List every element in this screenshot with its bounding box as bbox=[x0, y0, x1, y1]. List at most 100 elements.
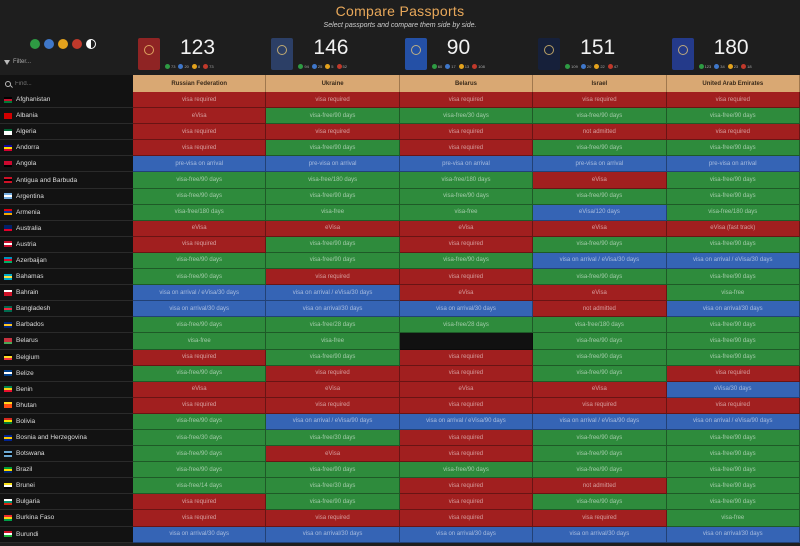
requirement-cell: visa required bbox=[133, 140, 267, 157]
stat-value: 108 bbox=[478, 64, 485, 69]
country-cell[interactable]: Burundi bbox=[0, 526, 133, 543]
flag-icon bbox=[4, 128, 12, 135]
table-row: Bahamas visa-free/90 days visa required vis… bbox=[0, 269, 800, 286]
requirement-cell: visa required bbox=[399, 397, 534, 414]
requirement-cell: visa-free/90 days bbox=[666, 317, 800, 334]
country-cell[interactable]: Angola bbox=[0, 156, 133, 173]
find-input[interactable] bbox=[15, 80, 115, 87]
requirement-cell: visa-free/90 days bbox=[533, 333, 667, 350]
country-name: Antigua and Barbuda bbox=[16, 176, 78, 184]
passport-score: 180 bbox=[713, 36, 749, 59]
country-cell[interactable]: Bolivia bbox=[0, 413, 133, 430]
table-row: Bangladesh visa on arrival/30 days visa on… bbox=[0, 301, 800, 318]
country-cell[interactable]: Algeria bbox=[0, 124, 133, 141]
flag-icon bbox=[4, 498, 12, 505]
stat-dot-icon bbox=[325, 64, 331, 69]
country-cell[interactable]: Bulgaria bbox=[0, 494, 133, 511]
filter-button[interactable]: Filter... bbox=[4, 59, 31, 65]
stat-dot-icon bbox=[472, 64, 478, 69]
blue-theme-dot[interactable] bbox=[44, 39, 54, 49]
orange-theme-dot[interactable] bbox=[58, 39, 68, 49]
stat-value: 5 bbox=[331, 64, 334, 69]
country-cell[interactable]: Benin bbox=[0, 381, 133, 398]
country-cell[interactable]: Bahrain bbox=[0, 285, 133, 302]
flag-icon bbox=[4, 450, 12, 457]
requirement-cell: pre-visa on arrival bbox=[533, 156, 667, 173]
contrast-toggle-icon[interactable] bbox=[86, 39, 96, 49]
country-cell[interactable]: Azerbaijan bbox=[0, 252, 133, 270]
country-cell[interactable]: Belgium bbox=[0, 349, 133, 366]
flag-icon bbox=[4, 96, 12, 103]
requirement-cell: visa-free bbox=[666, 510, 800, 527]
stat-value: 52 bbox=[342, 64, 347, 69]
country-name: Afghanistan bbox=[16, 96, 51, 104]
flag-icon bbox=[4, 514, 12, 521]
country-cell[interactable]: Andorra bbox=[0, 140, 133, 157]
passport-emblem-icon bbox=[410, 45, 421, 55]
requirement-cell: visa required bbox=[133, 510, 267, 527]
country-cell[interactable]: Brunei bbox=[0, 478, 133, 495]
country-cell[interactable]: Australia bbox=[0, 220, 133, 237]
country-cell[interactable]: Botswana bbox=[0, 446, 133, 463]
funnel-icon bbox=[4, 59, 10, 65]
requirement-cell: not admitted bbox=[533, 124, 667, 141]
stat-dot-icon bbox=[727, 64, 733, 69]
find-box bbox=[0, 75, 133, 92]
country-cell[interactable]: Afghanistan bbox=[0, 92, 133, 109]
passport-card[interactable]: 180 123 34 23 18 bbox=[667, 34, 800, 75]
table-row: Algeria visa required visa required visa re… bbox=[0, 124, 800, 141]
country-cell[interactable]: Belarus bbox=[0, 333, 133, 350]
requirement-cell: visa on arrival / eVisa/90 days bbox=[666, 413, 800, 430]
country-cell[interactable]: Argentina bbox=[0, 188, 133, 205]
requirement-cell: visa required bbox=[133, 397, 267, 414]
requirement-cell: visa-free bbox=[266, 204, 400, 221]
requirement-cell: visa required bbox=[266, 92, 400, 109]
passport-card[interactable]: 151 109 20 22 47 bbox=[533, 34, 666, 75]
column-header[interactable]: Ukraine bbox=[266, 75, 400, 92]
column-header[interactable]: Belarus bbox=[399, 75, 534, 92]
requirement-cell: visa-free/180 days bbox=[533, 317, 667, 334]
requirement-cell: visa-free/90 days bbox=[666, 462, 800, 479]
green-theme-dot[interactable] bbox=[30, 39, 40, 49]
passport-card[interactable]: 146 94 25 5 52 bbox=[266, 34, 399, 75]
requirement-cell: visa-free/90 days bbox=[666, 236, 800, 253]
country-cell[interactable]: Austria bbox=[0, 236, 133, 253]
requirement-cell: eVisa bbox=[133, 381, 267, 398]
stat-dot-icon bbox=[311, 64, 317, 69]
table-row: Armenia visa-free/180 days visa-free visa-f… bbox=[0, 204, 800, 221]
requirement-cell: visa-free/14 days bbox=[133, 478, 267, 495]
country-cell[interactable]: Bosnia and Herzegovina bbox=[0, 429, 133, 447]
red-theme-dot[interactable] bbox=[72, 39, 82, 49]
requirement-cell: visa-free/180 days bbox=[666, 204, 800, 221]
country-cell[interactable]: Brazil bbox=[0, 462, 133, 479]
passport-cover-icon bbox=[671, 38, 694, 70]
column-header[interactable]: Israel bbox=[533, 75, 667, 92]
country-cell[interactable]: Albania bbox=[0, 108, 133, 125]
table-row: Antigua and Barbuda visa-free/90 days visa… bbox=[0, 172, 800, 189]
column-header[interactable]: United Arab Emirates bbox=[666, 75, 800, 92]
country-cell[interactable]: Burkina Faso bbox=[0, 510, 133, 527]
country-cell[interactable]: Bhutan bbox=[0, 397, 133, 414]
requirement-cell: visa-free/90 days bbox=[266, 236, 400, 253]
country-cell[interactable]: Bangladesh bbox=[0, 301, 133, 318]
stat-dot-icon bbox=[431, 64, 437, 69]
passport-card[interactable]: 90 60 17 13 108 bbox=[400, 34, 533, 75]
passport-card[interactable]: 123 73 20 8 73 bbox=[133, 34, 266, 75]
requirement-cell: eVisa bbox=[399, 381, 534, 398]
requirement-cell: visa-free/90 days bbox=[533, 108, 667, 125]
country-cell[interactable]: Belize bbox=[0, 365, 133, 382]
table-row: Andorra visa required visa-free/90 days vis… bbox=[0, 140, 800, 157]
country-cell[interactable]: Bahamas bbox=[0, 269, 133, 286]
requirement-cell: visa on arrival / eVisa/30 days bbox=[266, 285, 400, 302]
requirement-cell: visa required bbox=[399, 365, 534, 382]
stat-value: 47 bbox=[613, 64, 619, 69]
column-header[interactable]: Russian Federation bbox=[133, 75, 267, 92]
table-row: Belarus visa-free visa-free visa-free/90 da… bbox=[0, 333, 800, 350]
country-cell[interactable]: Antigua and Barbuda bbox=[0, 172, 133, 189]
country-cell[interactable]: Barbados bbox=[0, 317, 133, 334]
stat-dot-icon bbox=[165, 64, 170, 69]
stat-value: 94 bbox=[304, 64, 309, 69]
requirement-cell: visa required bbox=[533, 510, 667, 527]
stat-dot-icon bbox=[298, 64, 304, 69]
country-cell[interactable]: Armenia bbox=[0, 204, 133, 221]
